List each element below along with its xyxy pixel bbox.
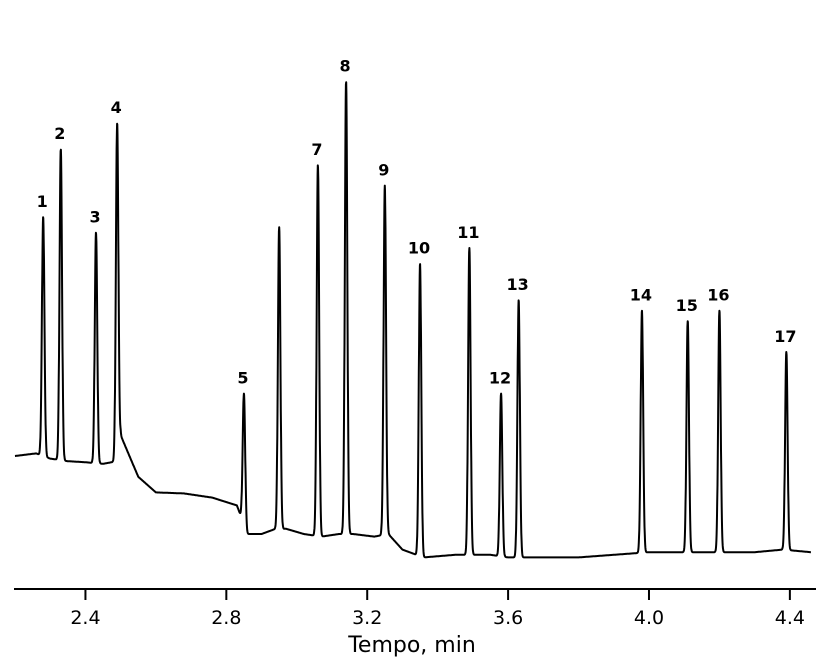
x-tick-label: 4.4 bbox=[775, 607, 805, 629]
x-tick-label: 2.8 bbox=[211, 607, 241, 629]
peak-label: 4 bbox=[111, 98, 122, 117]
peak-label: 11 bbox=[457, 223, 479, 242]
x-axis-title: Tempo, min bbox=[347, 633, 476, 658]
peak-label: 1 bbox=[37, 192, 48, 211]
peak-label: 5 bbox=[237, 369, 248, 388]
x-tick-label: 4.0 bbox=[634, 607, 664, 629]
peak-label: 12 bbox=[489, 369, 511, 388]
x-tick-label: 2.4 bbox=[70, 607, 100, 629]
peak-label: 2 bbox=[54, 124, 65, 143]
peak-label: 7 bbox=[311, 140, 322, 159]
peak-label: 10 bbox=[408, 239, 430, 258]
peak-label: 3 bbox=[89, 207, 100, 226]
peak-label: 15 bbox=[676, 296, 698, 315]
x-tick-label: 3.2 bbox=[352, 607, 382, 629]
peak-label: 9 bbox=[378, 161, 389, 180]
peak-label: 8 bbox=[340, 57, 351, 76]
peak-label: 14 bbox=[630, 285, 652, 304]
peak-label: 13 bbox=[507, 275, 529, 294]
peak-label: 16 bbox=[707, 285, 729, 304]
chromatogram-trace bbox=[14, 81, 812, 559]
peak-label: 17 bbox=[774, 327, 796, 346]
x-tick-label: 3.6 bbox=[493, 607, 523, 629]
x-axis-ticks: 2.4 2.8 3.2 3.6 4.0 4.4 bbox=[70, 589, 805, 629]
